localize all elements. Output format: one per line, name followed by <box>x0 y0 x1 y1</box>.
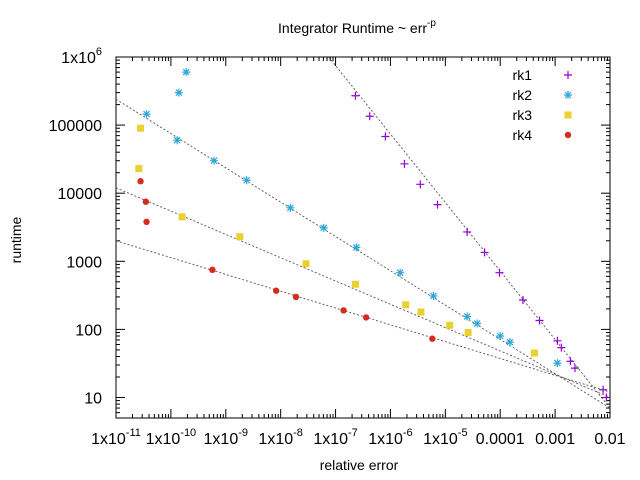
fit-line-rk1 <box>328 57 610 409</box>
y-tick-label: 1x106 <box>61 46 102 67</box>
point-rk1 <box>365 112 374 121</box>
point-rk2 <box>429 291 438 300</box>
point-rk3 <box>302 260 310 268</box>
point-rk4 <box>292 293 300 301</box>
point-rk4 <box>137 178 144 185</box>
point-rk1 <box>557 343 566 352</box>
legend-label-rk3: rk3 <box>513 107 533 123</box>
y-tick-label: 100000 <box>49 118 102 135</box>
point-rk1 <box>519 296 527 305</box>
point-rk2 <box>396 268 405 277</box>
point-rk1 <box>381 132 390 141</box>
point-rk2 <box>209 156 218 165</box>
point-rk2 <box>182 68 191 77</box>
point-rk1 <box>433 200 442 209</box>
y-axis-label: runtime <box>8 216 24 263</box>
data-points <box>135 68 610 402</box>
point-rk1 <box>400 159 409 168</box>
legend-label-rk4: rk4 <box>513 127 533 143</box>
point-rk3 <box>464 329 472 337</box>
legend-marker-rk1 <box>564 71 572 79</box>
point-rk1 <box>599 385 608 394</box>
point-rk1 <box>602 393 610 402</box>
legend-label-rk1: rk1 <box>513 67 533 83</box>
x-tick-label: 0.001 <box>535 431 575 448</box>
point-rk4 <box>273 287 280 294</box>
x-tick-label: 1x10-10 <box>146 427 197 448</box>
fit-line-rk3 <box>116 187 610 398</box>
point-rk2 <box>173 136 182 145</box>
point-rk3 <box>178 213 186 221</box>
point-rk2 <box>352 243 361 252</box>
point-rk3 <box>236 233 244 241</box>
point-rk4 <box>142 198 150 205</box>
point-rk3 <box>446 321 454 329</box>
point-rk1 <box>463 227 472 236</box>
point-rk2 <box>496 331 505 340</box>
chart-title-text: Integrator Runtime ~ err <box>278 20 427 36</box>
x-tick-label: 1x10-9 <box>204 427 248 448</box>
point-rk2 <box>473 319 482 328</box>
x-tick-label: 1x10-6 <box>368 427 412 448</box>
fit-lines <box>116 57 610 409</box>
point-rk3 <box>351 280 359 288</box>
point-rk2 <box>174 88 183 97</box>
legend-marker-rk4 <box>564 131 572 139</box>
y-tick-label: 10000 <box>58 186 103 203</box>
point-rk1 <box>566 357 575 366</box>
y-tick-label: 10 <box>84 390 102 407</box>
x-tick-label: 1x10-7 <box>313 427 357 448</box>
x-axis-label: relative error <box>320 457 399 473</box>
point-rk3 <box>135 165 143 173</box>
point-rk1 <box>351 91 360 100</box>
x-tick-label: 1x10-8 <box>258 427 302 448</box>
point-rk2 <box>553 359 562 368</box>
legend-marker-rk2 <box>564 91 572 99</box>
point-rk4 <box>340 307 347 314</box>
y-tick-label: 100 <box>75 322 102 339</box>
x-tick-label: 1x10-11 <box>91 427 141 448</box>
chart-title: Integrator Runtime ~ err-p <box>278 18 436 36</box>
point-rk4 <box>209 266 216 274</box>
x-tick-labels: 1x10-11 1x10-10 1x10-9 1x10-8 1x10-7 1x10-6 1x… <box>91 427 626 448</box>
x-tick-label: 1x10-5 <box>423 427 467 448</box>
point-rk1 <box>416 180 425 189</box>
point-rk1 <box>553 336 562 345</box>
legend: rk1 rk2 rk3 rk4 <box>513 67 572 143</box>
axis-ticks <box>115 56 611 419</box>
point-rk2 <box>505 338 514 347</box>
point-rk4 <box>429 335 436 342</box>
point-rk1 <box>495 268 504 277</box>
point-rk1 <box>535 316 544 325</box>
point-rk4 <box>143 218 150 226</box>
point-rk2 <box>142 110 151 119</box>
legend-label-rk2: rk2 <box>513 87 533 103</box>
legend-marker-rk3 <box>564 111 572 119</box>
point-rk1 <box>570 364 579 373</box>
chart-title-superscript: -p <box>427 18 436 29</box>
fit-line-rk4 <box>116 240 610 393</box>
y-tick-label: 1000 <box>66 254 102 271</box>
point-rk2 <box>319 223 328 232</box>
y-tick-labels: 10 100 1000 10000 100000 1x106 <box>49 46 102 407</box>
point-rk4 <box>362 314 370 321</box>
point-rk3 <box>137 124 145 132</box>
point-rk1 <box>480 248 489 257</box>
x-tick-label: 0.0001 <box>476 431 525 448</box>
x-tick-label: 0.01 <box>594 431 625 448</box>
point-rk2 <box>242 176 251 185</box>
point-rk3 <box>530 349 538 357</box>
fit-line-rk2 <box>116 98 610 409</box>
plot-frame <box>115 56 611 419</box>
point-rk3 <box>402 301 410 309</box>
point-rk3 <box>417 308 425 316</box>
point-rk2 <box>286 203 295 212</box>
point-rk2 <box>463 312 472 321</box>
